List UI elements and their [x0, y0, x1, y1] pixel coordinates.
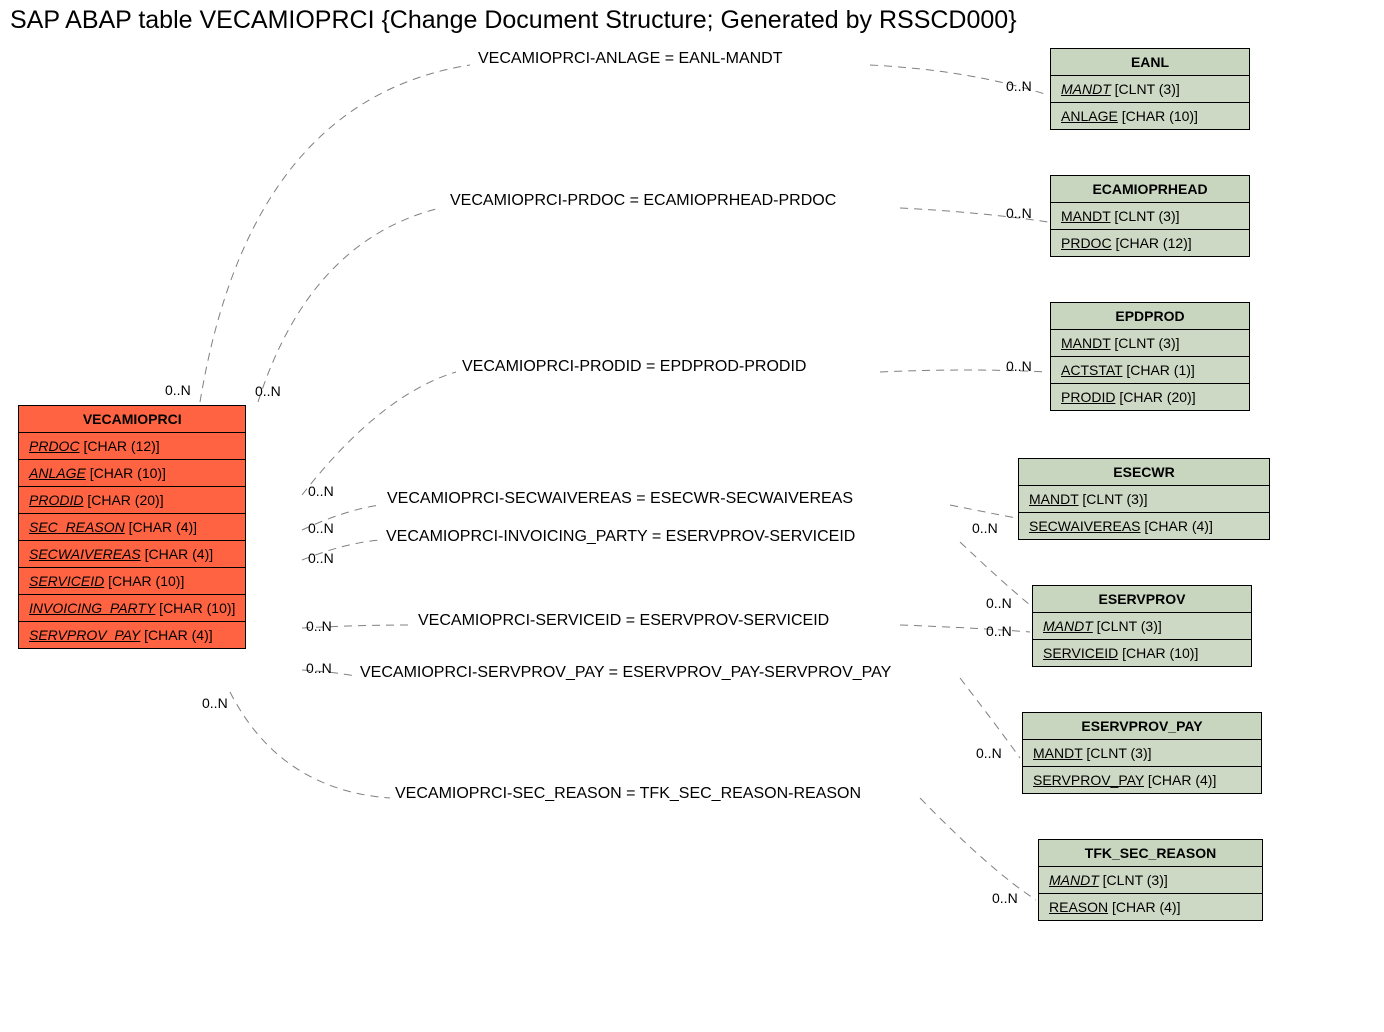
entity-field: SEC_REASON [CHAR (4)] [19, 514, 245, 541]
entity-field: MANDT [CLNT (3)] [1051, 330, 1249, 357]
relation-label: VECAMIOPRCI-SERVPROV_PAY = ESERVPROV_PAY… [360, 664, 891, 682]
entity-field: REASON [CHAR (4)] [1039, 894, 1262, 920]
cardinality-right: 0..N [986, 595, 1012, 611]
entity-field: SECWAIVEREAS [CHAR (4)] [19, 541, 245, 568]
entity-field: MANDT [CLNT (3)] [1039, 867, 1262, 894]
cardinality-left: 0..N [165, 382, 191, 398]
entity-header: VECAMIOPRCI [19, 406, 245, 433]
entity-ecamioprhead: ECAMIOPRHEADMANDT [CLNT (3)]PRDOC [CHAR … [1050, 175, 1250, 257]
cardinality-right: 0..N [992, 890, 1018, 906]
entity-header: EPDPROD [1051, 303, 1249, 330]
entity-field: INVOICING_PARTY [CHAR (10)] [19, 595, 245, 622]
entity-eservprov_pay: ESERVPROV_PAYMANDT [CLNT (3)]SERVPROV_PA… [1022, 712, 1262, 794]
entity-field: PRODID [CHAR (20)] [1051, 384, 1249, 410]
relation-label: VECAMIOPRCI-INVOICING_PARTY = ESERVPROV-… [386, 528, 855, 546]
cardinality-left: 0..N [308, 550, 334, 566]
relation-label: VECAMIOPRCI-SEC_REASON = TFK_SEC_REASON-… [395, 785, 861, 803]
entity-eservprov: ESERVPROVMANDT [CLNT (3)]SERVICEID [CHAR… [1032, 585, 1252, 667]
relation-label: VECAMIOPRCI-PRDOC = ECAMIOPRHEAD-PRDOC [450, 192, 836, 210]
relation-label: VECAMIOPRCI-PRODID = EPDPROD-PRODID [462, 358, 806, 376]
cardinality-right: 0..N [1006, 78, 1032, 94]
entity-field: MANDT [CLNT (3)] [1019, 486, 1269, 513]
entity-field: MANDT [CLNT (3)] [1051, 203, 1249, 230]
entity-header: TFK_SEC_REASON [1039, 840, 1262, 867]
entity-field: ANLAGE [CHAR (10)] [1051, 103, 1249, 129]
entity-header: ESECWR [1019, 459, 1269, 486]
cardinality-right: 0..N [1006, 205, 1032, 221]
entity-field: PRDOC [CHAR (12)] [1051, 230, 1249, 256]
cardinality-right: 0..N [976, 745, 1002, 761]
entity-epdprod: EPDPRODMANDT [CLNT (3)]ACTSTAT [CHAR (1)… [1050, 302, 1250, 411]
cardinality-right: 0..N [1006, 358, 1032, 374]
entity-field: ACTSTAT [CHAR (1)] [1051, 357, 1249, 384]
relation-label: VECAMIOPRCI-SERVICEID = ESERVPROV-SERVIC… [418, 612, 829, 630]
cardinality-left: 0..N [255, 383, 281, 399]
entity-field: SERVICEID [CHAR (10)] [1033, 640, 1251, 666]
entity-field: PRODID [CHAR (20)] [19, 487, 245, 514]
cardinality-left: 0..N [306, 660, 332, 676]
cardinality-left: 0..N [308, 483, 334, 499]
entity-field: SERVICEID [CHAR (10)] [19, 568, 245, 595]
relation-label: VECAMIOPRCI-ANLAGE = EANL-MANDT [478, 50, 783, 68]
entity-header: EANL [1051, 49, 1249, 76]
entity-field: MANDT [CLNT (3)] [1051, 76, 1249, 103]
cardinality-left: 0..N [202, 695, 228, 711]
entity-field: SERVPROV_PAY [CHAR (4)] [19, 622, 245, 648]
entity-header: ECAMIOPRHEAD [1051, 176, 1249, 203]
cardinality-right: 0..N [972, 520, 998, 536]
entity-tfk_sec_reason: TFK_SEC_REASONMANDT [CLNT (3)]REASON [CH… [1038, 839, 1263, 921]
entity-field: MANDT [CLNT (3)] [1033, 613, 1251, 640]
cardinality-right: 0..N [986, 623, 1012, 639]
entity-field: PRDOC [CHAR (12)] [19, 433, 245, 460]
cardinality-left: 0..N [306, 618, 332, 634]
entity-field: MANDT [CLNT (3)] [1023, 740, 1261, 767]
cardinality-left: 0..N [308, 520, 334, 536]
entity-vecamioprci: VECAMIOPRCIPRDOC [CHAR (12)]ANLAGE [CHAR… [18, 405, 246, 649]
entity-esecwr: ESECWRMANDT [CLNT (3)]SECWAIVEREAS [CHAR… [1018, 458, 1270, 540]
entity-field: ANLAGE [CHAR (10)] [19, 460, 245, 487]
relation-label: VECAMIOPRCI-SECWAIVEREAS = ESECWR-SECWAI… [387, 490, 853, 508]
diagram-title: SAP ABAP table VECAMIOPRCI {Change Docum… [10, 6, 1017, 35]
entity-field: SECWAIVEREAS [CHAR (4)] [1019, 513, 1269, 539]
entity-eanl: EANLMANDT [CLNT (3)]ANLAGE [CHAR (10)] [1050, 48, 1250, 130]
entity-field: SERVPROV_PAY [CHAR (4)] [1023, 767, 1261, 793]
entity-header: ESERVPROV_PAY [1023, 713, 1261, 740]
entity-header: ESERVPROV [1033, 586, 1251, 613]
